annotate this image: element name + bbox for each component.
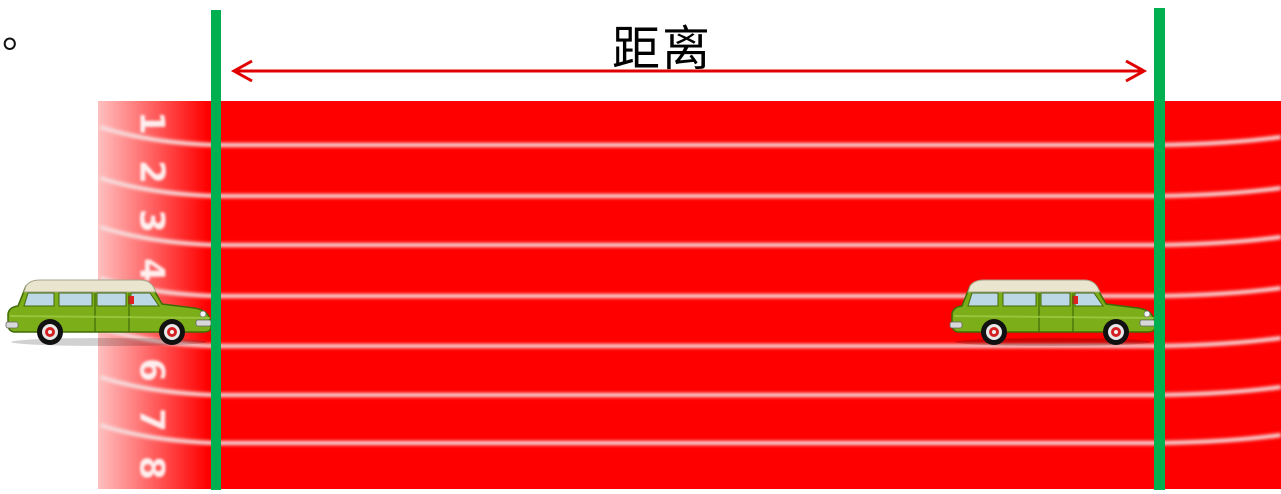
lane-number: 1: [132, 111, 172, 135]
arrowhead-right: [1125, 59, 1148, 83]
lane-number: 3: [132, 209, 172, 233]
lane-number: 2: [132, 160, 172, 184]
lane-number: 4: [132, 258, 172, 282]
track: 12345678: [98, 101, 1281, 489]
lane-numbers: 12345678: [132, 111, 172, 480]
distance-arrow: [230, 59, 1148, 83]
punctuation-mark: 。: [2, 11, 42, 57]
arrowhead-left: [230, 59, 253, 83]
start-marker-line: [211, 10, 221, 490]
lane-number: 6: [132, 358, 172, 382]
lane-number: 7: [132, 408, 172, 432]
lane-number: 8: [132, 456, 172, 480]
distance-label: 距离: [612, 21, 713, 77]
finish-marker-line: [1154, 8, 1165, 490]
